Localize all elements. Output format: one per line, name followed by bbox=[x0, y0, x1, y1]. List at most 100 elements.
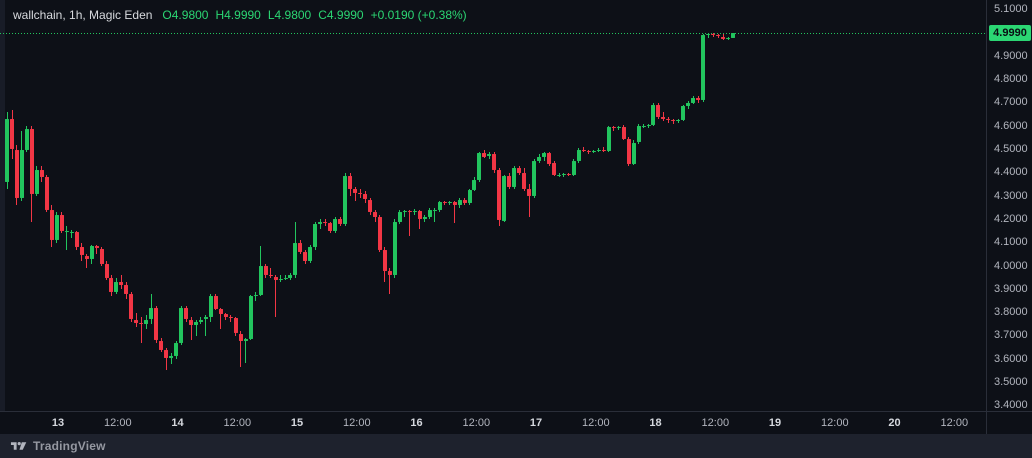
candle-wick bbox=[255, 291, 257, 301]
candle-body bbox=[671, 120, 676, 122]
price-tick-label: 4.3000 bbox=[994, 189, 1028, 202]
candle-body bbox=[84, 255, 89, 259]
candle-body bbox=[49, 210, 54, 241]
candle-wick bbox=[71, 229, 73, 239]
candle-wick bbox=[389, 268, 391, 294]
candle-body bbox=[179, 307, 183, 343]
candle-body bbox=[24, 128, 29, 150]
candle-wick bbox=[434, 207, 436, 222]
tradingview-logo-icon[interactable] bbox=[10, 439, 27, 453]
time-tick-date: 13 bbox=[51, 417, 65, 429]
legend-symbol[interactable]: wallchain, 1h, Magic Eden bbox=[13, 8, 153, 22]
candle-body bbox=[502, 176, 507, 221]
candle-body bbox=[721, 36, 726, 39]
candle-body bbox=[79, 247, 84, 256]
candle-body bbox=[557, 175, 561, 177]
legend-close: C4.9990 bbox=[318, 8, 364, 22]
candle-body bbox=[462, 199, 467, 204]
candle-body bbox=[184, 307, 188, 320]
legend-high: H4.9990 bbox=[215, 8, 261, 22]
candle-body bbox=[641, 126, 646, 128]
candle-body bbox=[497, 170, 502, 221]
candle-body bbox=[263, 266, 268, 276]
candle-wick bbox=[140, 317, 142, 343]
candle-body bbox=[198, 319, 203, 322]
candle-body bbox=[422, 217, 427, 220]
candle-body bbox=[278, 278, 283, 280]
candle-body bbox=[621, 127, 626, 139]
candle-body bbox=[149, 307, 154, 320]
candle-body bbox=[194, 321, 198, 326]
candle-body bbox=[39, 170, 44, 178]
candle-wick bbox=[190, 317, 192, 341]
time-tick-date: 20 bbox=[888, 417, 901, 429]
candle-wick bbox=[86, 254, 88, 269]
candle-body bbox=[348, 176, 353, 190]
price-tick-label: 4.6000 bbox=[994, 119, 1028, 132]
price-axis[interactable]: 4.9990 5.1000 4.9000 4.8000 4.7000 4.6000 4.5… bbox=[986, 0, 1032, 411]
time-tick-date: 18 bbox=[649, 417, 662, 429]
candle-body bbox=[412, 211, 417, 213]
candle-wick bbox=[419, 210, 421, 229]
time-axis-corner bbox=[986, 411, 1032, 435]
time-axis[interactable]: 13 12:00 14 12:00 15 12:00 16 12:00 17 12:00 18 12:… bbox=[0, 411, 986, 435]
price-tick-label: 3.9000 bbox=[994, 282, 1028, 295]
candle-body bbox=[382, 249, 387, 271]
candle-body bbox=[651, 105, 656, 125]
candle-wick bbox=[96, 245, 97, 255]
candle-body bbox=[532, 161, 537, 197]
candle-wick bbox=[195, 319, 197, 336]
time-tick-hour: 12:00 bbox=[462, 417, 491, 429]
candle-body bbox=[547, 153, 551, 164]
candle-body bbox=[581, 149, 586, 151]
legend-change: +0.0190 (+0.38%) bbox=[370, 8, 467, 22]
candle-body bbox=[124, 284, 129, 294]
candle-body bbox=[482, 153, 487, 157]
candle-body bbox=[417, 211, 422, 220]
candle-body bbox=[387, 270, 392, 276]
price-tick-label: 4.0000 bbox=[994, 259, 1028, 272]
time-tick-date: 14 bbox=[171, 417, 184, 429]
candle-wick bbox=[409, 210, 411, 236]
candle-body bbox=[283, 277, 288, 279]
candle-body bbox=[10, 119, 14, 150]
time-tick-hour: 12:00 bbox=[821, 417, 849, 429]
candle-body bbox=[14, 149, 19, 199]
candle-wick bbox=[319, 219, 321, 229]
candle-wick bbox=[205, 314, 207, 336]
candle-wick bbox=[588, 149, 590, 155]
price-tick-label: 4.9000 bbox=[994, 49, 1028, 62]
candle-wick bbox=[454, 200, 455, 223]
candle-body bbox=[233, 318, 238, 334]
candle-body bbox=[457, 199, 462, 206]
candle-wick bbox=[643, 123, 644, 129]
price-pane[interactable]: wallchain, 1h, Magic Eden O4.9800 H4.9990 L… bbox=[0, 0, 986, 411]
candle-body bbox=[253, 295, 258, 297]
candle-body bbox=[397, 212, 402, 222]
candle-body bbox=[611, 127, 616, 129]
price-tick-label: 3.8000 bbox=[994, 306, 1028, 319]
candle-body bbox=[99, 248, 104, 264]
chart-legend[interactable]: wallchain, 1h, Magic Eden O4.9800 H4.9990 L… bbox=[13, 8, 474, 22]
candle-body bbox=[19, 149, 24, 199]
candle-body bbox=[159, 340, 164, 350]
price-tick-label: 4.8000 bbox=[994, 73, 1028, 86]
candle-body bbox=[213, 296, 218, 310]
candle-body bbox=[626, 139, 631, 164]
candle-body bbox=[164, 349, 169, 358]
candle-body bbox=[174, 342, 179, 356]
candle-body bbox=[706, 33, 711, 36]
candle-body bbox=[561, 173, 566, 176]
candle-body bbox=[442, 201, 447, 204]
candle-wick bbox=[563, 172, 565, 178]
tradingview-brand-text[interactable]: TradingView bbox=[33, 439, 106, 453]
candle-body bbox=[313, 224, 318, 248]
candle-body bbox=[696, 98, 701, 101]
candle-wick bbox=[603, 147, 605, 152]
candle-body bbox=[288, 275, 293, 278]
candle-body bbox=[328, 222, 333, 232]
candle-body bbox=[94, 246, 99, 249]
candle-body bbox=[586, 150, 591, 152]
candle-body bbox=[293, 242, 298, 276]
candle-body bbox=[606, 127, 611, 151]
